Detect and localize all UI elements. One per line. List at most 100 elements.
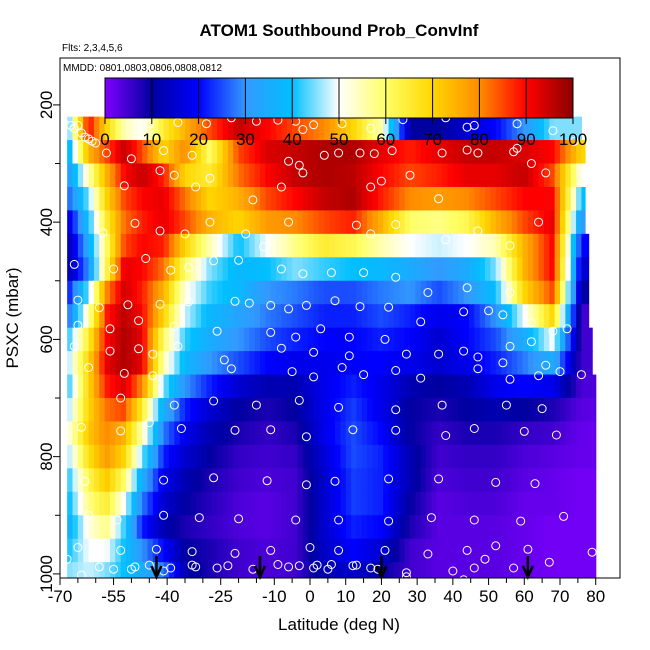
heatmap-cell	[431, 374, 438, 399]
heatmap-cell	[72, 186, 79, 212]
observation-point	[462, 145, 472, 155]
heatmap-cell	[179, 398, 186, 423]
colorbar-segment	[479, 78, 482, 118]
observation-point	[380, 334, 390, 344]
heatmap-cell	[110, 116, 116, 141]
heatmap-cell	[554, 562, 561, 578]
observation-point	[562, 324, 572, 334]
heatmap-cell	[522, 421, 529, 446]
heatmap-cell	[93, 515, 100, 540]
heatmap-cell	[351, 163, 358, 188]
heatmap-cell	[206, 515, 213, 540]
heatmap-cell	[115, 280, 122, 305]
heatmap-cell	[517, 233, 524, 258]
heatmap-cell	[372, 468, 379, 493]
colorbar-segment	[261, 78, 264, 118]
heatmap-cell	[538, 327, 545, 352]
heatmap-cell	[463, 491, 470, 516]
heatmap-cell	[420, 515, 427, 540]
heatmap-cell	[442, 233, 449, 258]
heatmap-cell	[190, 374, 197, 399]
heatmap-cell	[185, 116, 191, 141]
observation-point	[205, 217, 215, 227]
heatmap-cell	[474, 327, 481, 352]
heatmap-cell	[501, 280, 508, 305]
heatmap-cell	[238, 163, 245, 188]
heatmap-cell	[581, 233, 588, 258]
heatmap-cell	[351, 304, 358, 329]
heatmap-cell	[313, 233, 320, 258]
heatmap-cell	[83, 374, 90, 399]
heatmap-cell	[174, 398, 181, 423]
heatmap-cell	[217, 538, 224, 563]
observation-point	[366, 229, 376, 239]
heatmap-cell	[249, 538, 256, 563]
heatmap-cell	[560, 468, 566, 493]
heatmap-cell	[538, 374, 545, 399]
heatmap-cell	[77, 421, 84, 446]
heatmap-cell	[335, 562, 341, 578]
heatmap-cell	[377, 116, 384, 141]
heatmap-cell	[308, 116, 315, 141]
heatmap-cell	[308, 538, 315, 563]
colorbar-segment	[539, 78, 542, 118]
heatmap-cell	[233, 515, 240, 540]
heatmap-cell	[249, 562, 256, 578]
observation-point	[498, 310, 508, 320]
heatmap-cell	[511, 538, 518, 563]
heatmap-cell	[195, 163, 202, 188]
heatmap-cell	[415, 562, 422, 578]
heatmap-cell	[136, 186, 143, 212]
heatmap-cell	[490, 163, 497, 188]
heatmap-cell	[136, 515, 143, 540]
heatmap-cell	[126, 210, 133, 235]
heatmap-cell	[206, 233, 213, 258]
observation-point	[141, 254, 151, 263]
colorbar-segment	[327, 78, 330, 118]
heatmap-cell	[260, 140, 266, 165]
heatmap-cell	[495, 233, 502, 258]
heatmap-cell	[120, 163, 127, 188]
heatmap-cell	[83, 163, 90, 188]
colorbar-segment	[439, 78, 442, 118]
heatmap-cell	[463, 233, 470, 258]
heatmap-cell	[243, 140, 250, 165]
heatmap-cell	[501, 444, 508, 469]
heatmap-cell	[243, 351, 250, 376]
heatmap-cell	[511, 163, 518, 188]
heatmap-cell	[136, 304, 143, 329]
heatmap-cell	[479, 444, 486, 469]
heatmap-cell	[88, 351, 95, 376]
observation-point	[266, 300, 276, 310]
observation-point	[230, 548, 240, 558]
heatmap-cell	[270, 468, 277, 493]
heatmap-cell	[543, 538, 550, 563]
heatmap-cell	[592, 374, 597, 399]
heatmap-cell	[351, 468, 358, 493]
colorbar-segment	[153, 78, 156, 118]
heatmap-cell	[233, 116, 240, 141]
colorbar-segment	[397, 78, 400, 118]
heatmap-cell	[174, 210, 181, 235]
observation-point	[105, 324, 115, 334]
heatmap-cell	[452, 491, 459, 516]
observation-point	[334, 545, 344, 555]
heatmap-cell	[67, 421, 74, 446]
heatmap-cell	[302, 538, 309, 563]
heatmap-cell	[560, 327, 566, 352]
heatmap-cell	[490, 515, 497, 540]
heatmap-cell	[447, 374, 454, 399]
heatmap-cell	[227, 327, 234, 352]
colorbar-segment	[143, 78, 146, 118]
heatmap-cell	[313, 374, 320, 399]
heatmap-cell	[222, 421, 229, 446]
heatmap-cell	[265, 538, 272, 563]
heatmap-cell	[292, 374, 299, 399]
heatmap-cell	[158, 327, 165, 352]
heatmap-cell	[179, 304, 186, 329]
heatmap-cell	[351, 515, 358, 540]
heatmap-cell	[351, 327, 358, 352]
heatmap-cell	[195, 468, 202, 493]
heatmap-cell	[388, 327, 395, 352]
heatmap-cell	[147, 421, 154, 446]
